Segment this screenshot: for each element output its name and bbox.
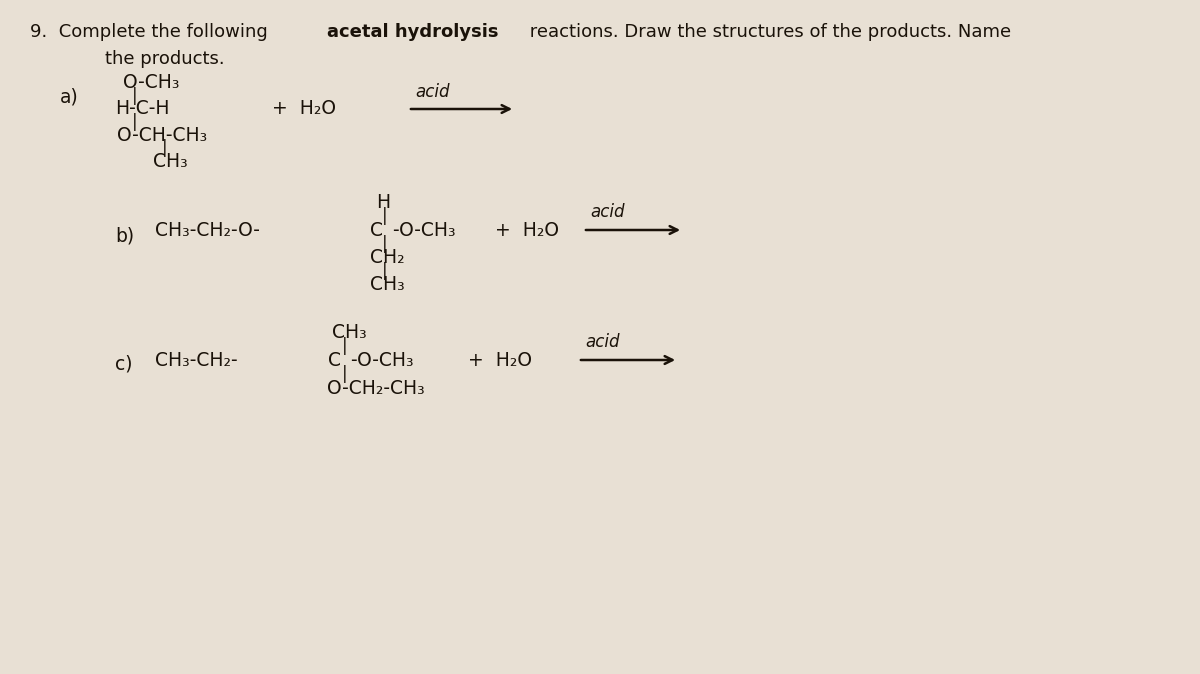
Text: +  H₂O: + H₂O — [496, 220, 559, 239]
Text: |: | — [162, 139, 168, 157]
Text: O-CH-CH₃: O-CH-CH₃ — [118, 125, 208, 144]
Text: |: | — [382, 262, 388, 280]
Text: reactions. Draw the structures of the products. Name: reactions. Draw the structures of the pr… — [524, 23, 1012, 41]
Text: |: | — [382, 235, 388, 253]
Text: acid: acid — [586, 333, 619, 351]
Text: CH₃: CH₃ — [370, 274, 404, 293]
Text: C: C — [370, 220, 383, 239]
Text: -O-CH₃: -O-CH₃ — [350, 350, 414, 369]
Text: acetal hydrolysis: acetal hydrolysis — [326, 23, 498, 41]
Text: O-CH₃: O-CH₃ — [124, 73, 180, 92]
Text: c): c) — [115, 355, 132, 373]
Text: the products.: the products. — [106, 50, 224, 68]
Text: |: | — [132, 87, 138, 105]
Text: -O-CH₃: -O-CH₃ — [392, 220, 456, 239]
Text: CH₂: CH₂ — [370, 247, 404, 266]
Text: |: | — [342, 365, 348, 383]
Text: CH₃-CH₂-O-: CH₃-CH₂-O- — [155, 220, 260, 239]
Text: O-CH₂-CH₃: O-CH₂-CH₃ — [326, 379, 425, 398]
Text: C: C — [328, 350, 341, 369]
Text: acid: acid — [590, 203, 624, 221]
Text: a): a) — [60, 88, 79, 106]
Text: +  H₂O: + H₂O — [272, 100, 336, 119]
Text: |: | — [132, 113, 138, 131]
Text: b): b) — [115, 226, 134, 245]
Text: |: | — [382, 207, 388, 225]
Text: CH₃-CH₂-: CH₃-CH₂- — [155, 350, 238, 369]
Text: CH₃: CH₃ — [332, 322, 367, 342]
Text: H-C-H: H-C-H — [115, 100, 169, 119]
Text: H: H — [376, 193, 390, 212]
Text: +  H₂O: + H₂O — [468, 350, 532, 369]
Text: |: | — [342, 337, 348, 355]
Text: CH₃: CH₃ — [152, 152, 187, 171]
Text: acid: acid — [415, 83, 450, 101]
Text: 9.  Complete the following: 9. Complete the following — [30, 23, 274, 41]
